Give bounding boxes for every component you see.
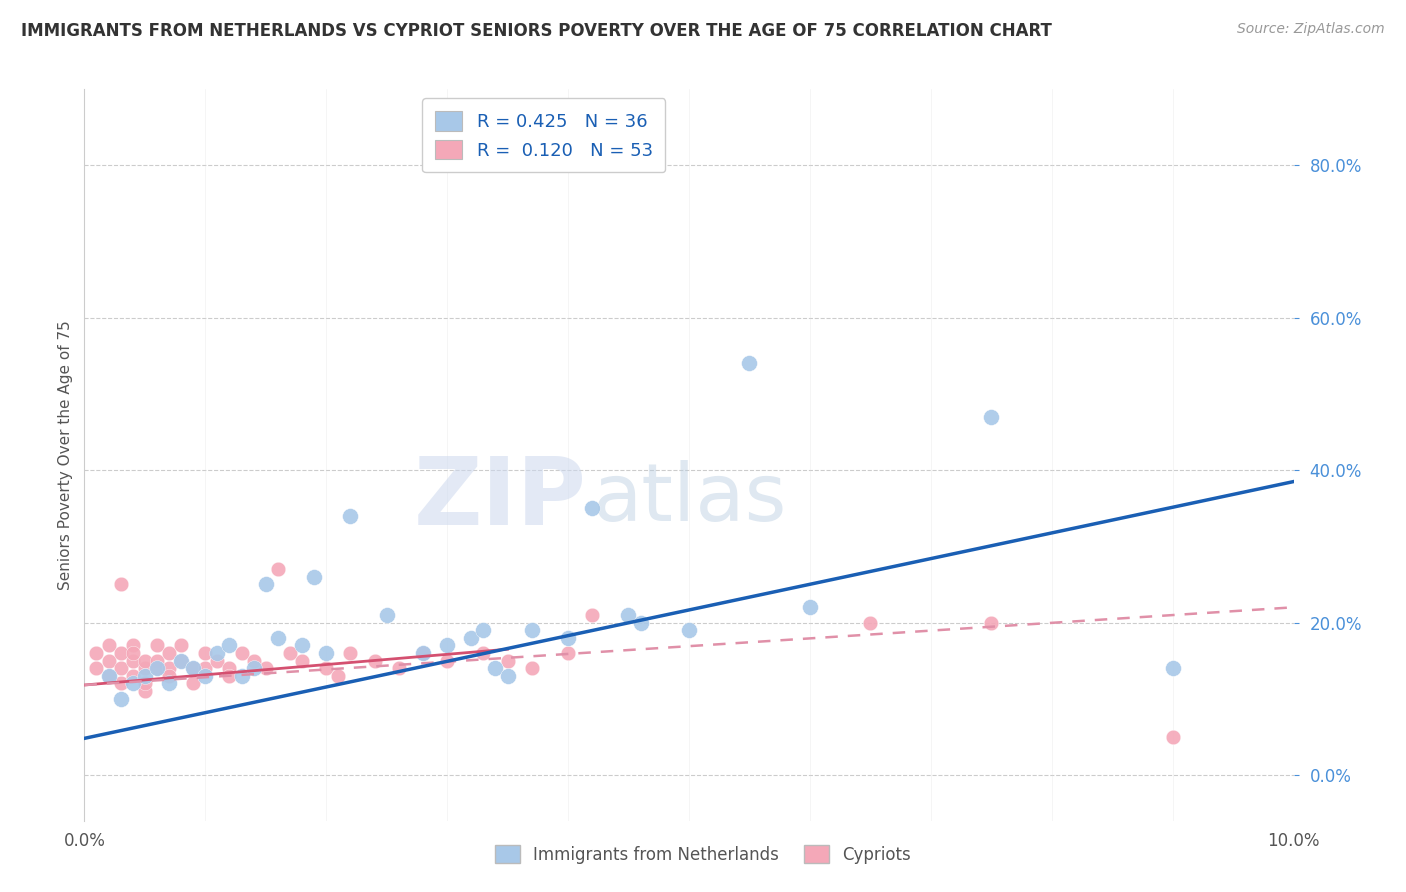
Point: [157, 646, 180, 660]
Point: [315, 646, 337, 660]
Point: [363, 654, 385, 668]
Point: [86, 646, 108, 660]
Point: [267, 562, 290, 576]
Point: [242, 661, 264, 675]
Point: [207, 646, 229, 660]
Point: [97, 669, 120, 683]
Point: [121, 654, 143, 668]
Point: [86, 661, 108, 675]
Point: [218, 639, 240, 653]
Point: [412, 646, 434, 660]
Legend: R = 0.425   N = 36, R =  0.120   N = 53: R = 0.425 N = 36, R = 0.120 N = 53: [422, 98, 665, 172]
Point: [181, 661, 204, 675]
Point: [231, 669, 253, 683]
Point: [134, 654, 156, 668]
Point: [134, 676, 156, 690]
Point: [110, 676, 132, 690]
Text: IMMIGRANTS FROM NETHERLANDS VS CYPRIOT SENIORS POVERTY OVER THE AGE OF 75 CORREL: IMMIGRANTS FROM NETHERLANDS VS CYPRIOT S…: [21, 22, 1052, 40]
Point: [375, 607, 398, 622]
Point: [97, 639, 120, 653]
Point: [267, 631, 290, 645]
Point: [157, 676, 180, 690]
Point: [496, 669, 519, 683]
Point: [97, 669, 120, 683]
Legend: Immigrants from Netherlands, Cypriots: Immigrants from Netherlands, Cypriots: [488, 838, 918, 871]
Point: [678, 623, 700, 637]
Point: [302, 570, 325, 584]
Point: [218, 661, 240, 675]
Point: [339, 646, 361, 660]
Point: [484, 661, 506, 675]
Point: [328, 669, 350, 683]
Point: [181, 661, 204, 675]
Point: [254, 661, 277, 675]
Point: [146, 661, 169, 675]
Point: [218, 669, 240, 683]
Point: [520, 623, 543, 637]
Point: [194, 669, 217, 683]
Point: [557, 646, 579, 660]
Point: [121, 669, 143, 683]
Point: [110, 661, 132, 675]
Point: [121, 639, 143, 653]
Point: [110, 646, 132, 660]
Point: [799, 600, 821, 615]
Point: [121, 676, 143, 690]
Y-axis label: Seniors Poverty Over the Age of 75: Seniors Poverty Over the Age of 75: [58, 320, 73, 590]
Point: [388, 661, 411, 675]
Point: [194, 646, 217, 660]
Text: ZIP: ZIP: [413, 453, 586, 545]
Point: [460, 631, 482, 645]
Text: atlas: atlas: [592, 459, 786, 538]
Point: [412, 646, 434, 660]
Text: Source: ZipAtlas.com: Source: ZipAtlas.com: [1237, 22, 1385, 37]
Point: [436, 639, 458, 653]
Point: [207, 654, 229, 668]
Point: [496, 654, 519, 668]
Point: [291, 654, 314, 668]
Point: [110, 691, 132, 706]
Point: [980, 615, 1002, 630]
Point: [557, 631, 579, 645]
Point: [278, 646, 301, 660]
Point: [194, 661, 217, 675]
Point: [157, 669, 180, 683]
Point: [315, 661, 337, 675]
Point: [157, 661, 180, 675]
Point: [134, 661, 156, 675]
Point: [1161, 661, 1184, 675]
Point: [121, 646, 143, 660]
Point: [291, 639, 314, 653]
Point: [146, 661, 169, 675]
Point: [146, 639, 169, 653]
Point: [472, 646, 495, 660]
Point: [1161, 730, 1184, 744]
Point: [170, 639, 193, 653]
Point: [254, 577, 277, 591]
Point: [520, 661, 543, 675]
Point: [980, 409, 1002, 424]
Point: [170, 654, 193, 668]
Point: [231, 646, 253, 660]
Point: [630, 615, 652, 630]
Point: [859, 615, 882, 630]
Point: [339, 508, 361, 523]
Point: [581, 501, 603, 516]
Point: [581, 607, 603, 622]
Point: [134, 684, 156, 698]
Point: [617, 607, 640, 622]
Point: [181, 676, 204, 690]
Point: [242, 654, 264, 668]
Point: [170, 654, 193, 668]
Point: [472, 623, 495, 637]
Point: [110, 577, 132, 591]
Point: [436, 654, 458, 668]
Point: [134, 669, 156, 683]
Point: [97, 654, 120, 668]
Point: [146, 654, 169, 668]
Point: [738, 356, 761, 371]
